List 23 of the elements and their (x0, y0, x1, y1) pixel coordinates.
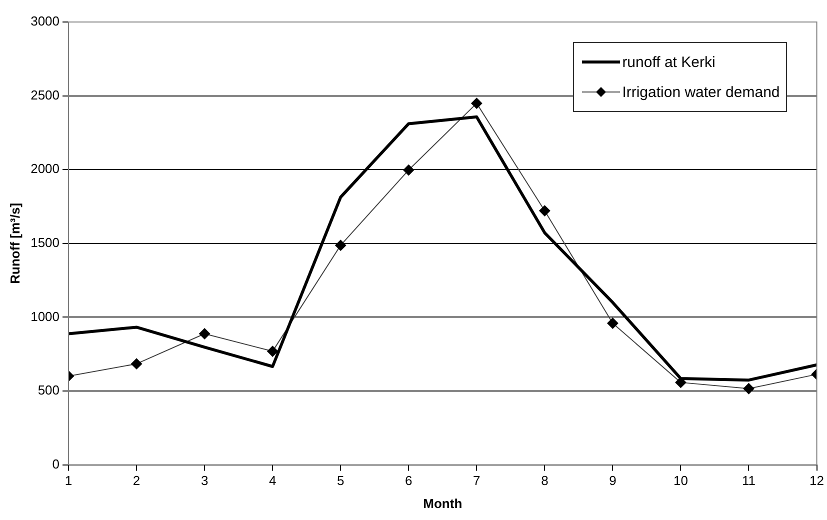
y-tick-label: 2500 (30, 87, 60, 102)
y-tick-label: 1500 (30, 234, 60, 250)
x-tick-label: 8 (541, 473, 548, 488)
legend-label: runoff at Kerki (622, 54, 716, 70)
y-tick-label: 500 (38, 382, 60, 398)
x-tick-label: 4 (268, 473, 276, 488)
y-tick-label: 3000 (30, 14, 60, 29)
y-axis-title: Runoff [m³/s] (7, 202, 22, 284)
x-tick-label: 3 (200, 473, 208, 488)
x-tick-label: 10 (673, 473, 688, 488)
x-axis-title: Month (423, 496, 462, 511)
x-tick-label: 7 (473, 473, 480, 488)
x-tick-label: 1 (64, 473, 72, 488)
x-tick-label: 11 (742, 473, 756, 488)
y-tick-label: 1000 (30, 308, 60, 324)
x-tick-label: 6 (405, 473, 412, 488)
x-tick-label: 5 (336, 473, 344, 488)
x-tick-label: 2 (132, 473, 140, 488)
x-tick-label: 12 (810, 473, 824, 488)
y-tick-label: 2000 (30, 161, 60, 176)
legend-label: Irrigation water demand (622, 84, 780, 100)
x-tick-label: 9 (609, 473, 616, 488)
y-tick-label: 0 (52, 456, 60, 472)
